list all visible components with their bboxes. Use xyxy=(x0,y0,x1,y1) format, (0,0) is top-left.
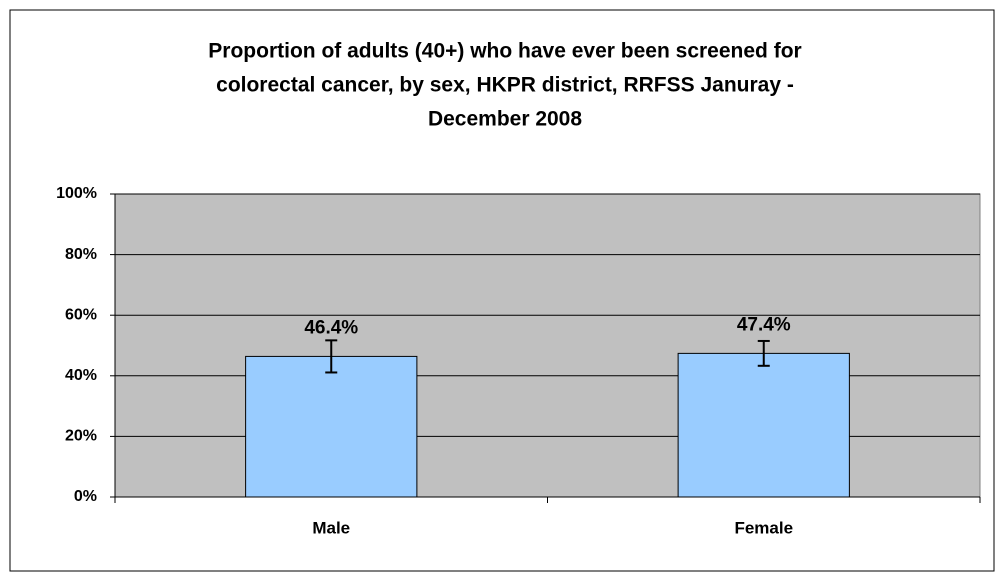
y-tick-label: 0% xyxy=(74,488,97,505)
chart-title: colorectal cancer, by sex, HKPR district… xyxy=(216,74,794,97)
x-tick-label: Male xyxy=(312,518,350,537)
x-tick-label: Female xyxy=(734,518,793,537)
y-tick-label: 80% xyxy=(65,246,97,263)
chart-title: December 2008 xyxy=(428,108,582,131)
y-tick-label: 40% xyxy=(65,367,97,384)
bar xyxy=(677,352,850,498)
error-bar xyxy=(325,339,338,374)
y-tick-label: 20% xyxy=(65,428,97,445)
plot-area xyxy=(114,193,981,498)
y-tick-label: 100% xyxy=(56,185,97,202)
chart-title: Proportion of adults (40+) who have ever… xyxy=(208,40,801,63)
bar xyxy=(245,355,418,498)
y-tick-label: 60% xyxy=(65,306,97,323)
value-label: 46.4% xyxy=(304,317,358,338)
error-bar xyxy=(757,339,770,367)
value-label: 47.4% xyxy=(737,314,791,335)
